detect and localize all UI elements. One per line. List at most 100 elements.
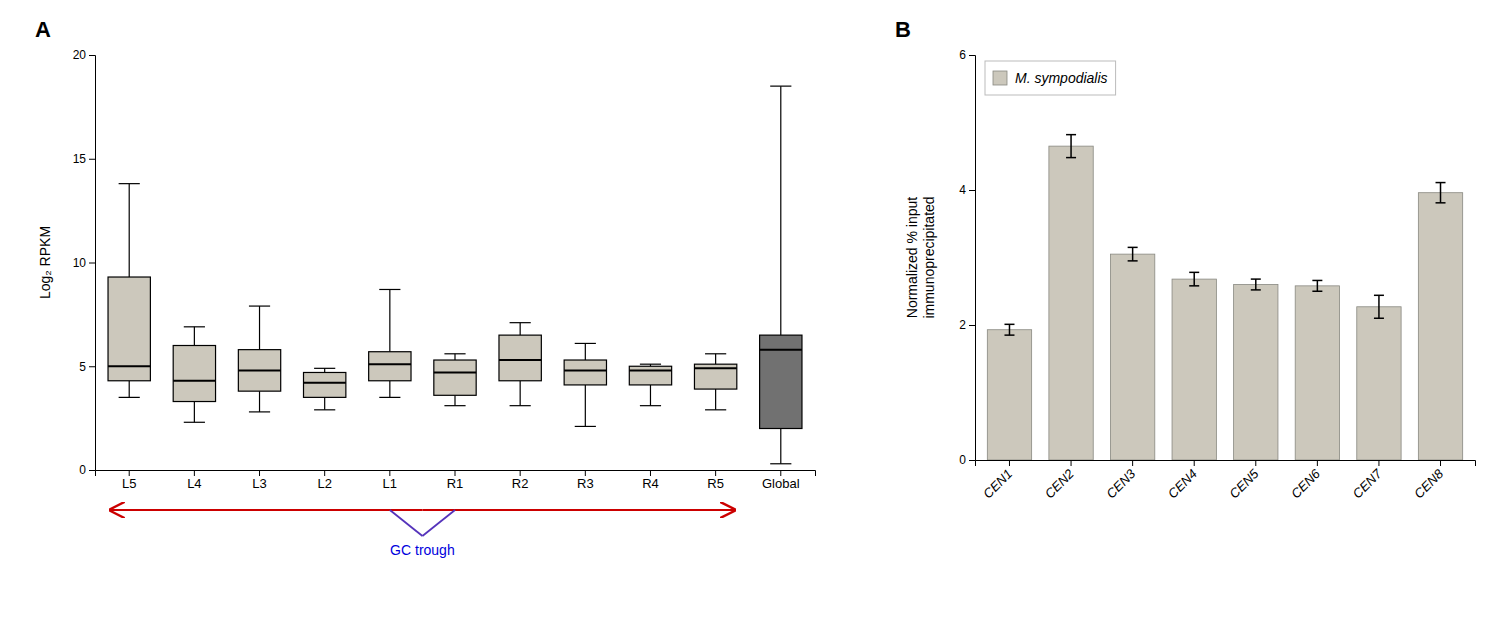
box xyxy=(304,368,346,410)
tick-mark xyxy=(969,325,975,326)
error-bar-cap xyxy=(1189,285,1199,287)
x-tick: CEN4 xyxy=(1165,460,1200,501)
tick-label: R5 xyxy=(707,476,724,491)
box xyxy=(238,306,280,412)
tick-label: Global xyxy=(762,476,800,491)
whisker xyxy=(389,289,390,351)
whisker-cap xyxy=(640,405,661,406)
panel-title: A xyxy=(35,17,51,42)
x-tick: CEN6 xyxy=(1288,460,1324,501)
median xyxy=(238,369,280,371)
median xyxy=(173,380,215,382)
median xyxy=(629,369,671,371)
tick-label: 5 xyxy=(79,360,86,374)
median xyxy=(760,349,802,351)
whisker xyxy=(259,391,260,412)
x-tick: R2 xyxy=(512,470,529,491)
whisker xyxy=(715,354,716,364)
box xyxy=(499,323,541,406)
axis-domain xyxy=(976,461,1476,467)
x-tick: CEN2 xyxy=(1042,460,1078,501)
x-tick: R5 xyxy=(707,470,724,491)
whisker xyxy=(194,327,195,346)
x-tick: L5 xyxy=(122,470,136,491)
y-tick: 0 xyxy=(959,453,975,467)
whisker-cap xyxy=(119,183,140,184)
whisker-cap xyxy=(770,463,791,464)
annotation-arrow xyxy=(422,509,734,511)
x-tick: CEN3 xyxy=(1103,460,1139,501)
tick-mark xyxy=(89,470,95,471)
x-tick: L2 xyxy=(317,470,331,491)
tick-label: 4 xyxy=(959,183,966,197)
tick-label: R2 xyxy=(512,476,529,491)
tick-mark xyxy=(389,470,390,476)
tick-mark xyxy=(1071,460,1072,466)
error-bar-cap xyxy=(1436,202,1446,204)
bar xyxy=(1110,254,1154,460)
error-bar-cap xyxy=(1312,280,1322,282)
whisker-cap xyxy=(510,322,531,323)
tick-label: 10 xyxy=(73,256,87,270)
tick-mark xyxy=(129,470,130,476)
bar xyxy=(1295,286,1339,460)
whisker-cap xyxy=(705,353,726,354)
tick-mark xyxy=(969,190,975,191)
tick-label: 20 xyxy=(73,48,87,62)
whisker-cap xyxy=(575,343,596,344)
box xyxy=(629,364,671,406)
tick-mark xyxy=(1378,460,1379,466)
bar xyxy=(987,330,1031,460)
tick-mark xyxy=(1009,460,1010,466)
box xyxy=(434,354,476,406)
annotation-v xyxy=(422,510,455,536)
y-tick: 5 xyxy=(79,360,95,374)
tick-mark xyxy=(520,470,521,476)
y-tick: 6 xyxy=(959,48,975,62)
y-tick: 10 xyxy=(73,256,95,270)
error-bar-line xyxy=(1317,280,1319,291)
whisker-cap xyxy=(444,353,465,354)
error-bar xyxy=(1066,135,1076,158)
annotation-text: GC trough xyxy=(390,542,455,558)
axis-domain xyxy=(89,56,96,471)
tick-label: 0 xyxy=(79,463,86,477)
error-bar xyxy=(1189,272,1199,286)
y-axis-title: Log₂ RPKM xyxy=(37,226,53,299)
tick-label: R1 xyxy=(447,476,464,491)
whisker xyxy=(454,354,455,360)
box xyxy=(369,289,411,397)
error-bar-cap xyxy=(1374,295,1384,297)
y-tick: 15 xyxy=(73,152,95,166)
whisker xyxy=(585,343,586,360)
error-bar xyxy=(1436,183,1446,203)
tick-mark xyxy=(969,55,975,56)
x-tick: CEN1 xyxy=(980,460,1015,501)
x-axis: L5L4L3L2L1R1R2R3R4R5Global xyxy=(96,470,816,491)
tick-label: 0 xyxy=(959,453,966,467)
whisker xyxy=(715,389,716,410)
error-bar-line xyxy=(1070,135,1072,158)
box-body xyxy=(173,346,215,402)
bar xyxy=(1418,193,1462,460)
x-tick: CEN8 xyxy=(1411,460,1447,501)
whisker xyxy=(194,402,195,423)
bar xyxy=(1049,146,1093,460)
box-body xyxy=(760,335,802,428)
error-bar-cap xyxy=(1004,334,1014,336)
tick-mark xyxy=(585,470,586,476)
error-bar-line xyxy=(1378,295,1380,318)
whisker xyxy=(324,368,325,372)
whisker xyxy=(780,86,781,335)
tick-label: L2 xyxy=(317,476,331,491)
median xyxy=(499,359,541,361)
whisker xyxy=(780,429,781,464)
tick-mark xyxy=(650,470,651,476)
median xyxy=(564,369,606,371)
tick-label: L1 xyxy=(383,476,397,491)
box-body xyxy=(434,360,476,395)
box xyxy=(108,184,150,398)
x-tick: CEN5 xyxy=(1226,460,1262,501)
box-body xyxy=(369,352,411,381)
legend-item: M. sympodialis xyxy=(993,70,1108,86)
